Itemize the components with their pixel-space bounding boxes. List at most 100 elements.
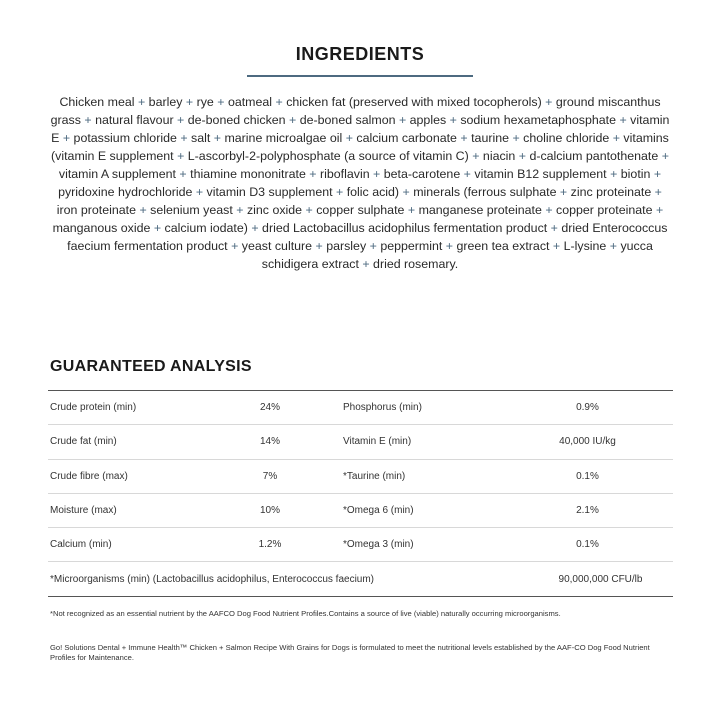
plus-separator: +: [185, 95, 194, 109]
ingredient-item: niacin: [482, 149, 516, 163]
plus-separator: +: [315, 239, 323, 253]
ingredient-item: vitamin E: [51, 113, 670, 145]
plus-separator: +: [217, 95, 225, 109]
nutrient-value: 0.1%: [576, 539, 599, 551]
ingredient-item: marine microalgae oil: [224, 131, 343, 145]
table-row: Calcium (min) 1.2% *Omega 3 (min) 0.1%: [48, 528, 673, 563]
ingredient-item: Chicken meal: [59, 95, 135, 109]
plus-separator: +: [609, 239, 618, 253]
ingredient-item: de-boned chicken: [187, 113, 286, 127]
plus-separator: +: [654, 185, 662, 199]
plus-separator: +: [345, 131, 353, 145]
nutrient-label: *Microorganisms (min) (Lactobacillus aci…: [50, 573, 375, 585]
plus-separator: +: [445, 239, 454, 253]
plus-separator: +: [460, 131, 468, 145]
plus-separator: +: [518, 149, 526, 163]
plus-separator: +: [137, 95, 146, 109]
nutrient-label: *Taurine (min): [343, 470, 406, 482]
nutrient-label: Phosphorus (min): [343, 402, 422, 414]
plus-separator: +: [655, 203, 664, 217]
table-row: *Microorganisms (min) (Lactobacillus aci…: [48, 562, 673, 597]
plus-separator: +: [612, 131, 620, 145]
plus-separator: +: [610, 167, 618, 181]
plus-separator: +: [407, 203, 416, 217]
ingredient-item: apples: [409, 113, 447, 127]
plus-separator: +: [512, 131, 520, 145]
ingredient-item: iron proteinate: [56, 203, 136, 217]
ingredient-item: barley: [148, 95, 183, 109]
ingredient-item: zinc proteinate: [570, 185, 652, 199]
ingredient-item: parsley: [326, 239, 367, 253]
plus-separator: +: [231, 239, 239, 253]
ingredient-item: calcium carbonate: [356, 131, 457, 145]
footnote: *Not recognized as an essential nutrient…: [50, 609, 561, 618]
plus-separator: +: [275, 95, 283, 109]
nutrient-label: Vitamin E (min): [343, 436, 412, 448]
nutrient-value: 0.9%: [576, 402, 599, 414]
plus-separator: +: [195, 185, 204, 199]
ingredient-item: choline chloride: [523, 131, 610, 145]
nutrient-value: 0.1%: [576, 470, 599, 482]
ingredient-item: L-lysine: [563, 239, 607, 253]
plus-separator: +: [305, 203, 313, 217]
ingredient-item: manganese proteinate: [418, 203, 542, 217]
ingredient-item: zinc oxide: [246, 203, 303, 217]
plus-separator: +: [463, 167, 471, 181]
ingredient-item: folic acid): [346, 185, 400, 199]
plus-separator: +: [449, 113, 457, 127]
guaranteed-analysis-table: Crude protein (min) 24% Phosphorus (min) 0.…: [48, 390, 673, 597]
ingredient-item: L-ascorbyl-2-polyphosphate (a source of …: [187, 149, 469, 163]
ingredient-item: copper proteinate: [556, 203, 653, 217]
nutrient-value: 24%: [259, 402, 280, 414]
plus-separator: +: [369, 239, 377, 253]
ingredient-item: dried Enterococcus faecium fermentation …: [67, 221, 668, 253]
guaranteed-analysis-title: GUARANTEED ANALYSIS: [50, 358, 252, 375]
plus-separator: +: [552, 239, 561, 253]
nutrient-label: *Omega 6 (min): [343, 505, 414, 517]
ingredient-item: potassium chloride: [73, 131, 177, 145]
plus-separator: +: [251, 221, 259, 235]
plus-separator: +: [177, 149, 185, 163]
ingredient-item: chicken fat (preserved with mixed tocoph…: [286, 95, 542, 109]
ingredients-title: INGREDIENTS: [295, 44, 425, 64]
ingredient-item: yeast culture: [241, 239, 313, 253]
ingredient-item: taurine: [471, 131, 509, 145]
title-underline: [247, 75, 473, 77]
ingredient-item: vitamin B12 supplement: [474, 167, 607, 181]
nutrient-value: 1.2%: [258, 539, 282, 551]
plus-separator: +: [619, 113, 627, 127]
plus-separator: +: [362, 257, 370, 271]
ingredient-item: oatmeal: [227, 95, 273, 109]
nutrient-value: 90,000,000 CFU/lb: [558, 573, 643, 585]
nutrient-value: 40,000 IU/kg: [559, 436, 616, 448]
ingredient-item: peppermint: [380, 239, 443, 253]
ingredient-item: yucca schidigera extract: [261, 239, 653, 271]
ingredient-item: d-calcium pantothenate: [529, 149, 659, 163]
ingredient-item: dried Lactobacillus acidophilus fermenta…: [262, 221, 548, 235]
plus-separator: +: [139, 203, 147, 217]
ingredient-item: selenium yeast: [150, 203, 233, 217]
plus-separator: +: [213, 131, 222, 145]
plus-separator: +: [336, 185, 344, 199]
ingredient-item: green tea extract: [456, 239, 550, 253]
ingredient-item: natural flavour: [95, 113, 174, 127]
plus-separator: +: [472, 149, 480, 163]
plus-separator: +: [545, 95, 553, 109]
plus-separator: +: [153, 221, 162, 235]
plus-separator: +: [398, 113, 407, 127]
plus-separator: +: [550, 221, 558, 235]
nutrient-label: Moisture (max): [50, 505, 117, 517]
ingredient-item: pyridoxine hydrochloride: [58, 185, 193, 199]
nutrient-label: Calcium (min): [50, 539, 112, 551]
plus-separator: +: [373, 167, 381, 181]
table-row: Moisture (max) 10% *Omega 6 (min) 2.1%: [48, 494, 673, 529]
ingredients-list: Chicken meal + barley + rye + oatmeal + …: [48, 93, 672, 273]
ingredient-item: rye: [196, 95, 214, 109]
nutrient-value: 14%: [259, 436, 280, 448]
plus-separator: +: [545, 203, 553, 217]
plus-separator: +: [177, 113, 185, 127]
ingredient-item: beta-carotene: [383, 167, 461, 181]
table-row: Crude fibre (max) 7% *Taurine (min) 0.1%: [48, 460, 673, 494]
plus-separator: +: [661, 149, 669, 163]
ingredient-item: salt: [191, 131, 211, 145]
